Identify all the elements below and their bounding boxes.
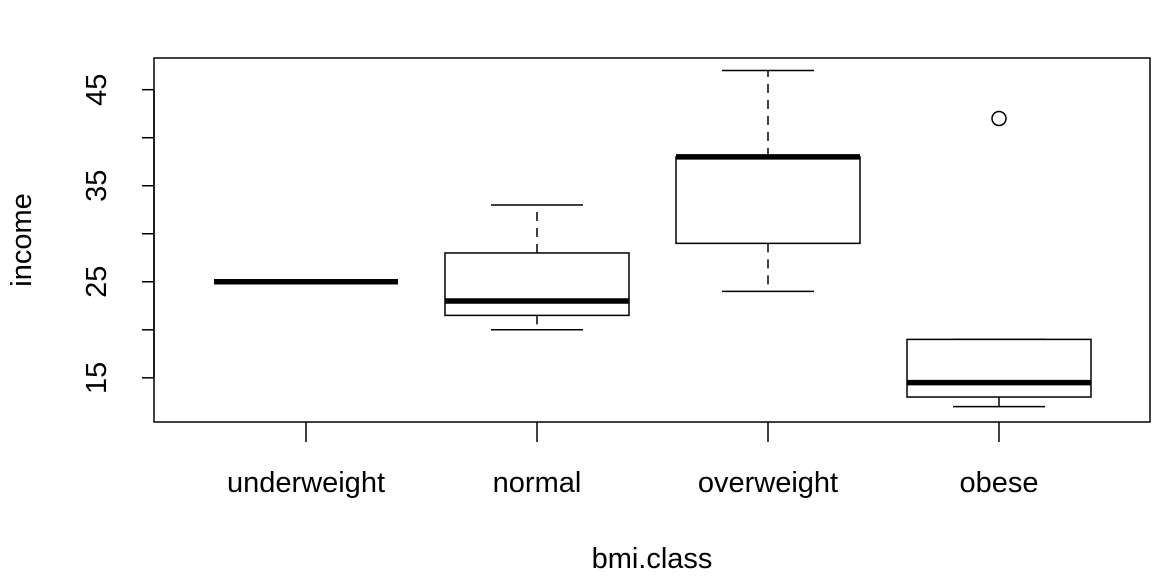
x-axis-title: bmi.class <box>592 543 713 575</box>
y-tick-label: 35 <box>81 170 113 202</box>
x-tick-label: underweight <box>227 467 385 499</box>
y-axis: 15 25 35 45 <box>81 74 154 394</box>
y-tick-label: 15 <box>81 362 113 394</box>
y-tick-label: 25 <box>81 266 113 298</box>
y-axis-title: income <box>6 193 38 287</box>
x-tick-label: overweight <box>698 467 838 499</box>
box-normal <box>445 205 629 330</box>
y-tick-label: 45 <box>81 74 113 106</box>
boxes-layer <box>214 70 1091 406</box>
box-obese <box>907 112 1091 407</box>
iqr-box <box>445 253 629 315</box>
box-overweight <box>676 70 860 291</box>
x-tick-label: obese <box>959 467 1038 499</box>
iqr-box <box>676 157 860 243</box>
x-axis: underweight normal overweight obese <box>227 422 1039 499</box>
outlier-point <box>992 112 1006 126</box>
iqr-box <box>907 339 1091 397</box>
x-tick-label: normal <box>493 467 582 499</box>
